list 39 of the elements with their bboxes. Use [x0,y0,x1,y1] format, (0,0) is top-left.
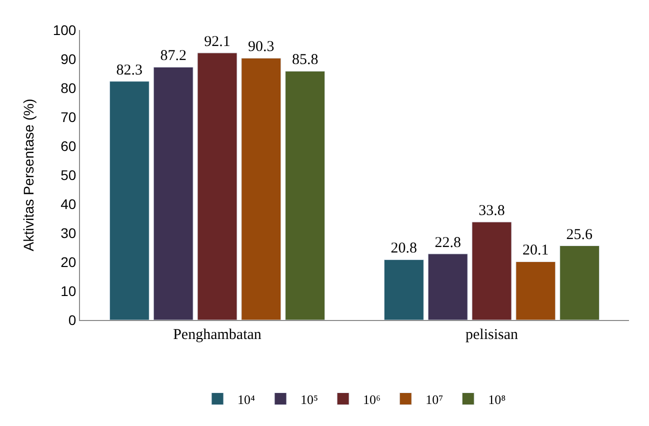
legend-label: 10⁴ [238,392,256,407]
data-label: 82.3 [116,62,143,78]
y-tick-label: 20 [60,254,76,270]
x-tick-label: Penghambatan [173,327,262,343]
y-tick-label: 30 [60,224,76,241]
bar [384,259,424,320]
data-label: 33.8 [478,202,505,219]
bar [516,261,556,320]
data-label: 25.6 [566,226,593,243]
y-tick-label: 10 [60,282,76,299]
bar [472,222,512,320]
y-axis-title: Aktivitas Persentase (%) [20,98,36,252]
legend-label: 10⁶ [363,392,381,407]
bar [241,58,282,320]
data-label: 85.8 [292,52,318,68]
legend-label: 10⁸ [488,392,506,407]
legend-label: 10⁷ [426,392,444,407]
y-tick-label: 80 [60,80,76,96]
y-tick-label: 90 [60,50,76,67]
y-tick-label: 50 [60,166,76,183]
bar [109,81,150,320]
data-label: 90.3 [248,39,274,56]
bar [428,254,468,320]
y-tick-label: 0 [68,312,76,328]
y-tick-label: 100 [52,22,76,38]
data-label: 87.2 [160,48,186,64]
legend-label: 10⁵ [300,392,318,407]
data-label: 92.1 [204,34,230,50]
y-tick-label: 70 [60,108,76,125]
bar [560,246,600,320]
data-label: 20.8 [390,240,418,257]
data-label: 20.1 [522,242,549,259]
data-label: 22.8 [434,234,461,251]
x-tick-label: pelisisan [466,327,518,343]
bar [285,70,326,320]
y-tick-label: 60 [60,138,76,154]
bar [197,52,238,320]
y-tick-label: 40 [60,196,76,212]
bar [153,66,194,320]
